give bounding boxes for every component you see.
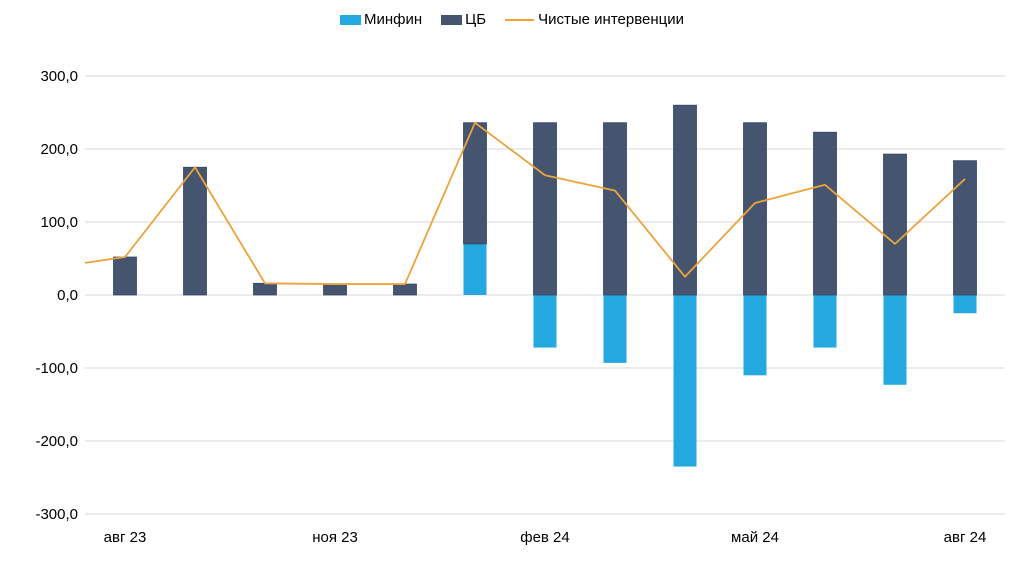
net-interventions-line	[84, 121, 966, 285]
bar-segment-minfin	[463, 243, 487, 295]
y-axis-tick-label: 100,0	[40, 214, 78, 231]
y-axis-tick-label: 300,0	[40, 68, 78, 85]
x-axis-tick-label: ноя 23	[312, 529, 358, 546]
x-axis-tick-label: авг 24	[944, 529, 987, 546]
bar-segment-cb	[883, 153, 907, 296]
legend-item-minfin: Минфин	[340, 11, 422, 28]
legend-swatch-minfin	[340, 14, 361, 25]
bar-segment-cb	[673, 104, 697, 296]
bar-segment-minfin	[533, 295, 557, 348]
y-axis-tick-label: 200,0	[40, 141, 78, 158]
bar-segment-cb	[323, 283, 347, 296]
legend-label-cb: ЦБ	[465, 11, 487, 28]
legend-label-net-interventions: Чистые интервенции	[538, 11, 684, 28]
legend-swatch-net-interventions-line	[505, 18, 535, 21]
bar-segment-minfin	[743, 295, 767, 376]
bar-segment-cb	[253, 282, 277, 296]
bar-segment-cb	[183, 166, 207, 296]
bar-segment-cb	[113, 256, 137, 296]
y-axis-tick-label: -100,0	[35, 360, 78, 377]
bar-segment-cb	[533, 122, 557, 296]
legend-swatch-cb	[441, 14, 463, 25]
bar-segment-cb	[813, 131, 837, 296]
legend-item-net-interventions: Чистые интервенции	[505, 11, 684, 28]
bar-segment-cb	[953, 160, 977, 296]
bar-segment-minfin	[673, 295, 697, 467]
y-axis-tick-label: 0,0	[57, 287, 78, 304]
chart-legend: Минфин ЦБ Чистые интервенции	[0, 11, 1024, 28]
bar-segment-cb	[603, 122, 627, 296]
bar-segment-cb	[743, 122, 767, 296]
bar-segment-minfin	[813, 295, 837, 348]
bar-segment-cb	[393, 283, 417, 296]
bar-segment-minfin	[883, 295, 907, 385]
bar-segment-minfin	[603, 295, 627, 363]
bar-segment-minfin	[953, 295, 977, 314]
x-axis-tick-label: май 24	[731, 529, 779, 546]
x-axis-tick-label: фев 24	[520, 529, 570, 546]
legend-label-minfin: Минфин	[364, 11, 423, 28]
legend-item-cb: ЦБ	[441, 11, 486, 28]
y-axis-tick-label: -300,0	[35, 506, 78, 523]
x-axis-tick-label: авг 23	[104, 529, 147, 546]
y-axis-tick-label: -200,0	[35, 433, 78, 450]
